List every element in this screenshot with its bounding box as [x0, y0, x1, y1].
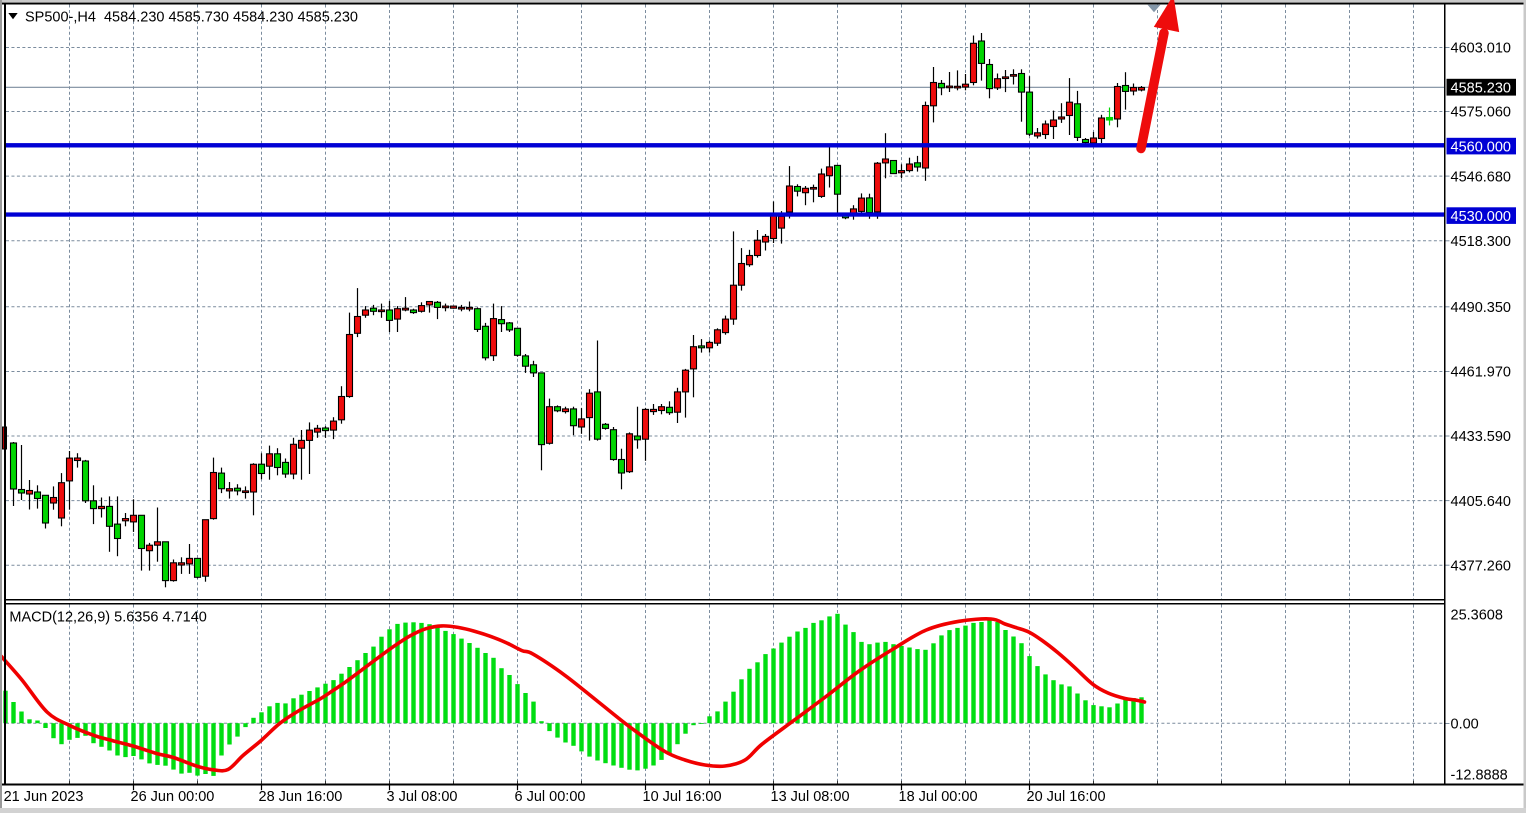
svg-text:4405.640: 4405.640: [1451, 494, 1511, 510]
svg-text:6 Jul 00:00: 6 Jul 00:00: [515, 789, 586, 805]
svg-text:4530.000: 4530.000: [1451, 209, 1511, 225]
svg-text:10 Jul 16:00: 10 Jul 16:00: [643, 789, 722, 805]
svg-text:MACD(12,26,9) 5.6356 4.7140: MACD(12,26,9) 5.6356 4.7140: [9, 610, 207, 626]
svg-text:4490.350: 4490.350: [1451, 300, 1511, 316]
svg-text:21 Jun 2023: 21 Jun 2023: [4, 789, 84, 805]
svg-text:SP500-,H4 4584.230 4585.730 4: SP500-,H4 4584.230 4585.730 4584.230 458…: [25, 9, 358, 25]
svg-text:20 Jul 16:00: 20 Jul 16:00: [1027, 789, 1106, 805]
svg-text:3 Jul 08:00: 3 Jul 08:00: [387, 789, 458, 805]
svg-text:4433.590: 4433.590: [1451, 429, 1511, 445]
svg-text:4575.060: 4575.060: [1451, 105, 1511, 121]
svg-text:4377.260: 4377.260: [1451, 558, 1511, 574]
svg-text:25.3608: 25.3608: [1451, 608, 1503, 624]
svg-text:-12.8888: -12.8888: [1451, 767, 1508, 783]
svg-text:4560.000: 4560.000: [1451, 139, 1511, 155]
svg-text:28 Jun 16:00: 28 Jun 16:00: [259, 789, 343, 805]
svg-text:4603.010: 4603.010: [1451, 41, 1511, 57]
svg-text:4461.970: 4461.970: [1451, 365, 1511, 381]
svg-text:4585.230: 4585.230: [1451, 80, 1511, 96]
svg-text:4518.300: 4518.300: [1451, 234, 1511, 250]
svg-text:13 Jul 08:00: 13 Jul 08:00: [771, 789, 850, 805]
svg-text:18 Jul 00:00: 18 Jul 00:00: [899, 789, 978, 805]
svg-text:4546.680: 4546.680: [1451, 169, 1511, 185]
svg-text:26 Jun 00:00: 26 Jun 00:00: [131, 789, 215, 805]
svg-text:0.00: 0.00: [1451, 717, 1479, 733]
